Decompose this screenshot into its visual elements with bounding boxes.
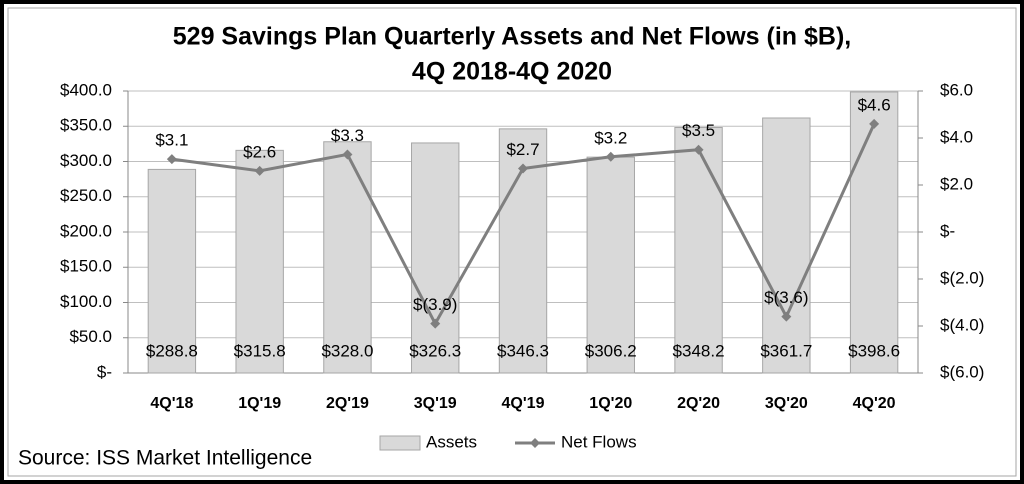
y2-tick-label: $(2.0): [940, 268, 984, 287]
line-value-label: $(3.6): [764, 288, 808, 307]
marker: [781, 311, 792, 322]
marker: [342, 149, 353, 160]
line-value-label: $4.6: [858, 95, 891, 114]
y-tick-label: $-: [97, 362, 112, 381]
x-tick-label: 4Q'18: [150, 395, 193, 412]
bar-value-label: $361.7: [760, 341, 812, 360]
line-value-label: $3.1: [155, 131, 188, 150]
y-tick-label: $400.0: [60, 80, 112, 99]
bar-value-label: $346.3: [497, 341, 549, 360]
bar: [411, 142, 460, 374]
marker: [518, 163, 528, 174]
bar-value-label: $328.0: [321, 341, 373, 360]
y-tick-label: $300.0: [60, 151, 112, 170]
y-tick-label: $350.0: [60, 116, 112, 135]
bar: [147, 168, 197, 374]
legend-marker: [530, 438, 540, 448]
marker: [430, 318, 441, 329]
y-tick-label: $100.0: [60, 292, 112, 311]
y-tick-label: $50.0: [69, 327, 112, 346]
y-tick-label: $250.0: [60, 186, 112, 205]
y2-tick-label: $(4.0): [940, 315, 984, 334]
x-tick-label: 4Q'19: [502, 395, 545, 412]
bar-value-label: $315.8: [234, 341, 286, 360]
bar: [849, 91, 899, 374]
chart-subtitle: 4Q 2018-4Q 2020: [412, 58, 612, 86]
x-tick-label: 3Q'19: [414, 395, 457, 412]
bar-value-label: $326.3: [409, 341, 461, 360]
y-tick-label: $200.0: [60, 221, 112, 240]
y2-tick-label: $4.0: [940, 127, 973, 146]
legend-swatch: [379, 435, 421, 451]
y-tick-label: $150.0: [60, 257, 112, 276]
bar-value-label: $398.6: [848, 341, 900, 360]
x-tick-label: 3Q'20: [765, 395, 808, 412]
bar: [235, 149, 284, 374]
marker: [254, 165, 265, 176]
line-value-label: $(3.9): [413, 295, 457, 314]
x-tick-label: 2Q'19: [326, 395, 369, 412]
line-value-label: $3.3: [331, 126, 364, 145]
marker: [869, 118, 880, 129]
bar-value-label: $348.2: [673, 341, 725, 360]
bar-value-label: $306.2: [585, 341, 637, 360]
y2-tick-label: $2.0: [940, 174, 973, 193]
y2-tick-label: $6.0: [940, 80, 973, 99]
y2-tick-label: $(6.0): [940, 362, 984, 381]
line-value-label: $2.6: [243, 142, 276, 161]
y2-tick-label: $-: [940, 221, 955, 240]
line-value-label: $3.2: [594, 128, 627, 147]
bar: [762, 117, 811, 374]
bar: [586, 156, 635, 374]
x-tick-label: 4Q'20: [853, 395, 896, 412]
line-value-label: $2.7: [506, 140, 539, 159]
bar: [674, 127, 723, 374]
x-tick-label: 1Q'19: [238, 395, 281, 412]
marker: [605, 151, 616, 162]
x-tick-label: 1Q'20: [589, 395, 632, 412]
marker: [166, 154, 177, 165]
x-tick-label: 2Q'20: [677, 395, 720, 412]
inner-frame: [7, 7, 1017, 477]
line-value-label: $3.5: [682, 121, 715, 140]
source: Source: ISS Market Intelligence: [18, 447, 312, 470]
chart-title: 529 Savings Plan Quarterly Assets and Ne…: [173, 23, 851, 51]
marker: [693, 144, 704, 155]
legend-label: Net Flows: [561, 432, 637, 451]
bar-value-label: $288.8: [146, 341, 198, 360]
bar: [323, 141, 372, 374]
legend-label: Assets: [426, 432, 477, 451]
